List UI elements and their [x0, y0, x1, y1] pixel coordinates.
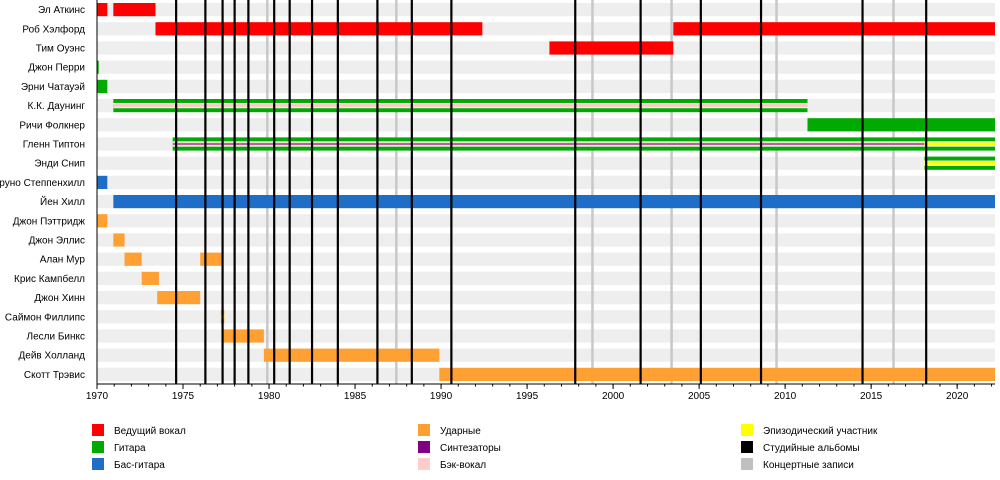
- row-background: [97, 291, 995, 305]
- member-bar-vocal: [155, 22, 483, 36]
- member-bar-drums: [439, 367, 995, 381]
- x-tick-label: 2005: [688, 391, 711, 402]
- member-bar-drums: [97, 214, 108, 228]
- x-tick-label: 1980: [258, 391, 281, 402]
- legend-swatch-synth: [418, 441, 430, 453]
- x-tick-label: 1995: [516, 391, 539, 402]
- member-bar-vocal: [113, 3, 156, 17]
- bar-separator: [113, 102, 808, 105]
- member-label: Саймон Филлипс: [5, 312, 85, 323]
- row-background: [97, 252, 995, 266]
- legend-label-guest: Эпизодический участник: [763, 426, 878, 437]
- legend-swatch-guitar: [92, 441, 104, 453]
- row-background: [97, 233, 995, 247]
- member-bar-drums: [124, 252, 142, 266]
- member-bar-guitar: [97, 60, 99, 74]
- row-background: [97, 175, 995, 189]
- row-background: [97, 41, 995, 55]
- member-bar-guitar: [97, 79, 108, 93]
- member-bar-guest: [924, 161, 995, 166]
- x-tick-label: 1975: [172, 391, 195, 402]
- member-label: К.К. Даунинг: [28, 101, 86, 112]
- member-label: Джон Хинн: [34, 293, 85, 304]
- legend-swatch-studio: [741, 441, 753, 453]
- legend-swatch-vocal: [92, 424, 104, 436]
- member-label: Бруно Степпенхилл: [0, 178, 85, 189]
- bar-separator: [172, 145, 995, 147]
- legend-label-backing: Бэк-вокал: [440, 460, 486, 471]
- bar-separator: [924, 160, 995, 162]
- member-label: Энди Снип: [34, 159, 85, 170]
- member-label: Йен Хилл: [40, 195, 85, 208]
- member-label: Скотт Трэвис: [24, 370, 85, 381]
- member-bar-guitar: [807, 118, 995, 132]
- legend-swatch-drums: [418, 424, 430, 436]
- row-background: [97, 214, 995, 228]
- member-label: Дейв Холланд: [19, 351, 86, 362]
- member-bar-drums: [113, 233, 125, 247]
- member-bar-vocal: [97, 3, 108, 17]
- member-label: Джон Эллис: [29, 236, 85, 247]
- x-tick-label: 1985: [344, 391, 367, 402]
- legend-label-studio: Студийные альбомы: [763, 442, 860, 454]
- member-label: Ричи Фолкнер: [19, 120, 85, 131]
- member-label: Гленн Типтон: [23, 140, 85, 151]
- bar-separator: [113, 107, 808, 109]
- x-tick-label: 2000: [602, 391, 625, 402]
- member-label: Эрни Чатауэй: [21, 82, 85, 93]
- row-background: [97, 348, 995, 362]
- legend-label-synth: Синтезаторы: [440, 443, 501, 454]
- row-background: [97, 118, 995, 132]
- legend-swatch-guest: [741, 424, 753, 436]
- member-label: Джон Пэттридж: [13, 216, 86, 227]
- member-bar-synth: [172, 143, 925, 145]
- member-bar-guest: [924, 142, 995, 146]
- row-background: [97, 271, 995, 285]
- row-background: [97, 79, 995, 93]
- member-label: Роб Хэлфорд: [22, 23, 85, 35]
- legend-label-bass: Бас-гитара: [114, 460, 165, 471]
- member-label: Тим Оуэнс: [36, 44, 85, 55]
- member-bar-vocal: [673, 22, 995, 36]
- x-tick-label: 2010: [774, 391, 797, 402]
- member-bar-drums: [222, 329, 264, 343]
- member-label: Алан Мур: [40, 255, 86, 266]
- member-bar-backing: [113, 104, 808, 108]
- member-bar-bass: [97, 175, 108, 189]
- legend-label-vocal: Ведущий вокал: [114, 426, 186, 437]
- x-tick-label: 1970: [86, 391, 109, 402]
- member-bar-drums: [263, 348, 440, 362]
- row-background: [97, 3, 995, 17]
- member-label: Крис Кампбелл: [14, 273, 85, 285]
- member-bar-vocal: [549, 41, 674, 55]
- member-bar-drums: [141, 271, 159, 285]
- member-bar-drums: [157, 291, 201, 305]
- member-bar-bass: [113, 195, 996, 209]
- x-tick-label: 2015: [860, 391, 883, 402]
- member-label: Эл Аткинс: [38, 5, 85, 16]
- legend-label-guitar: Гитара: [114, 443, 146, 454]
- bar-separator: [172, 141, 995, 143]
- legend-label-live: Концертные записи: [763, 460, 854, 471]
- member-bar-drums: [200, 252, 223, 266]
- x-tick-label: 2020: [946, 391, 969, 402]
- legend-label-drums: Ударные: [440, 426, 481, 437]
- member-label: Джон Перри: [28, 63, 85, 74]
- x-tick-label: 1990: [430, 391, 453, 402]
- row-background: [97, 329, 995, 343]
- row-background: [97, 156, 995, 170]
- member-label: Лесли Бинкс: [27, 332, 85, 343]
- bar-separator: [924, 164, 995, 166]
- row-background: [97, 310, 995, 324]
- legend-swatch-bass: [92, 458, 104, 470]
- legend-swatch-backing: [418, 458, 430, 470]
- row-background: [97, 60, 995, 74]
- legend-swatch-live: [741, 458, 753, 470]
